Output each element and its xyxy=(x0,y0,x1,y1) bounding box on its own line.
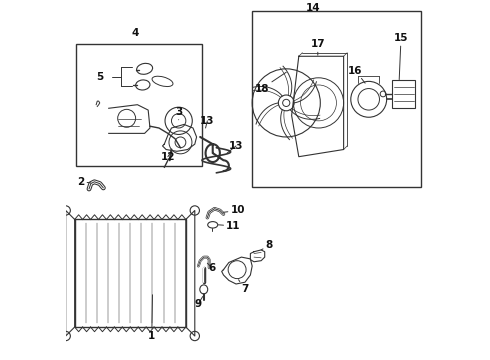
Text: 17: 17 xyxy=(311,40,325,55)
Text: 18: 18 xyxy=(255,72,286,94)
Bar xyxy=(392,80,416,108)
Text: 4: 4 xyxy=(132,28,139,38)
Text: 16: 16 xyxy=(348,66,365,83)
Bar xyxy=(76,44,202,166)
Text: 11: 11 xyxy=(219,221,241,231)
Text: 2: 2 xyxy=(77,177,91,187)
Text: 5: 5 xyxy=(96,72,103,82)
Text: 9: 9 xyxy=(195,297,203,309)
Bar xyxy=(252,12,421,187)
Text: 7: 7 xyxy=(239,280,249,294)
Text: 3: 3 xyxy=(175,107,182,120)
Text: 15: 15 xyxy=(394,33,408,80)
Text: 13: 13 xyxy=(200,116,215,128)
Text: 8: 8 xyxy=(261,240,273,250)
Text: 13: 13 xyxy=(227,141,243,153)
Text: 12: 12 xyxy=(161,150,175,162)
Text: 14: 14 xyxy=(306,3,320,13)
Bar xyxy=(74,220,186,327)
Text: 6: 6 xyxy=(207,263,216,273)
Text: 1: 1 xyxy=(148,295,155,341)
Text: 10: 10 xyxy=(223,206,245,216)
